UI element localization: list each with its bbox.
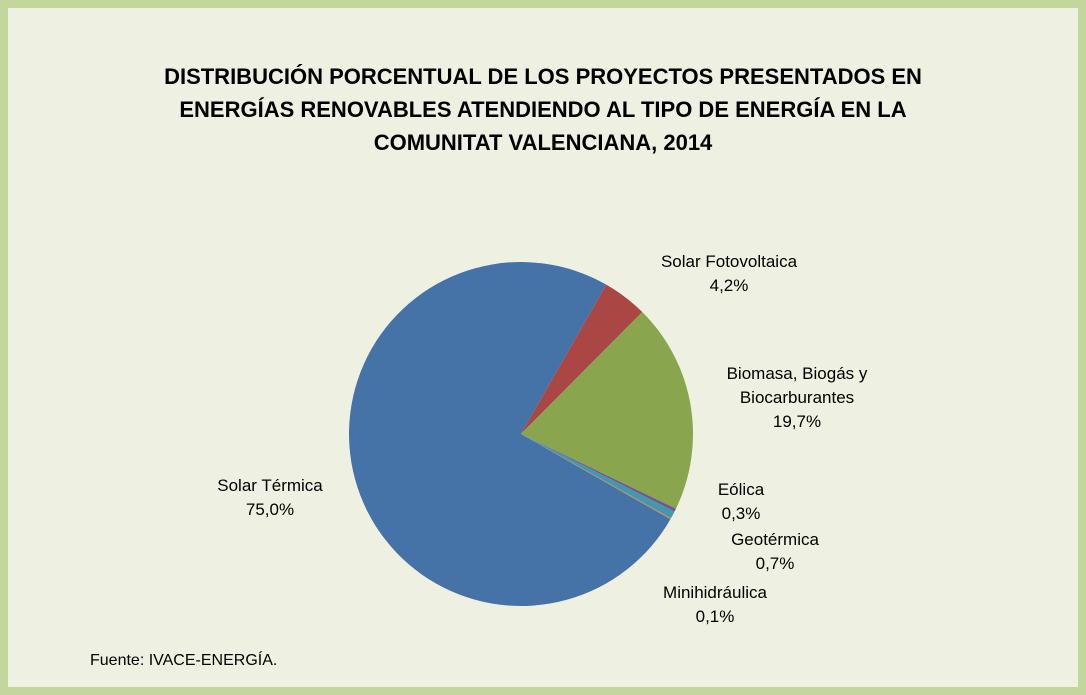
pie-slice [521,434,671,520]
slice-label: Minihidráulica 0,1% [615,581,815,629]
category-label: Eólica [717,480,765,499]
slice-label: Biomasa, Biogás y Biocarburantes 19,7% [712,362,882,434]
slice-label: Geotérmica 0,7% [675,528,875,576]
category-label: Solar Fotovoltaica [660,252,798,271]
slice-label: Solar Fotovoltaica 4,2% [629,250,829,298]
pie-slice [521,434,676,512]
category-label: Minihidráulica [663,583,767,602]
pie-slice [349,262,671,606]
pie-slice [521,284,643,434]
value-label: 19,7% [772,412,822,431]
value-label: 0,3% [721,504,761,523]
value-label: 75,0% [245,500,295,519]
value-label: 0,1% [695,607,735,626]
category-label: Geotérmica [731,530,819,549]
chart-title: DISTRIBUCIÓN PORCENTUAL DE LOS PROYECTOS… [164,64,922,155]
category-label: Biomasa, Biogás y Biocarburantes [726,364,868,407]
value-label: 4,2% [709,276,749,295]
slice-label: Eólica 0,3% [641,478,841,526]
category-label: Solar Térmica [217,476,323,495]
value-label: 0,7% [755,554,795,573]
slice-label: Solar Térmica 75,0% [170,474,370,522]
pie-slice [521,434,675,519]
plot [349,262,693,606]
source: Fuente: IVACE-ENERGÍA. [90,652,278,669]
pie-slice [521,311,693,509]
